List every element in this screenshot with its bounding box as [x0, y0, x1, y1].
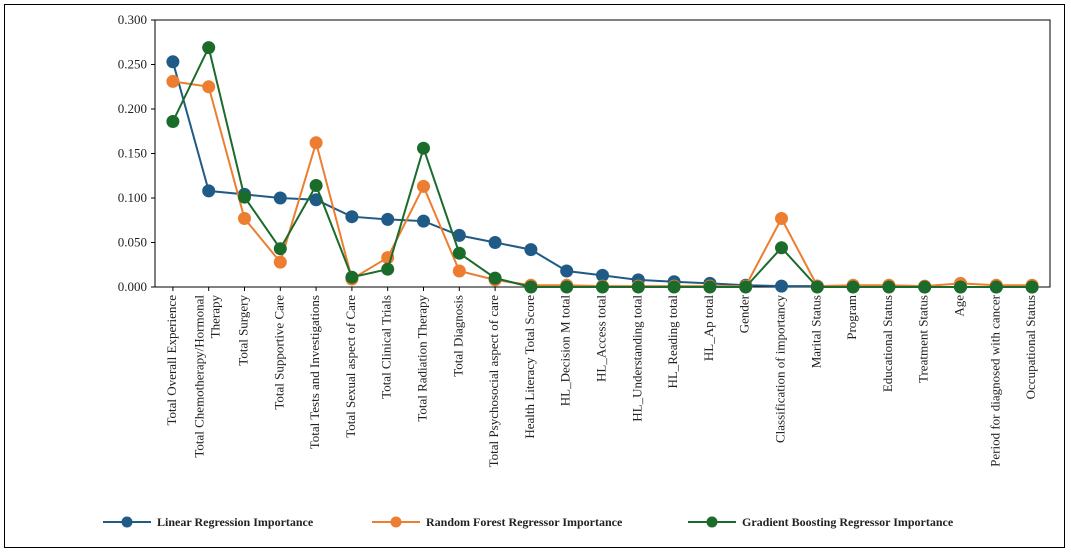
data-point	[989, 280, 1003, 294]
data-point	[273, 255, 287, 269]
x-tick-label: Total Tests and Investigations	[307, 295, 322, 449]
data-point	[488, 271, 502, 285]
series-line	[172, 80, 1033, 288]
data-point	[560, 264, 574, 278]
x-tick-label: HL_Ap total	[701, 295, 716, 361]
legend-marker	[121, 516, 133, 528]
x-tick-label: Educational Status	[880, 295, 895, 392]
data-point	[381, 262, 395, 276]
data-point	[775, 279, 788, 293]
data-point	[417, 141, 430, 155]
x-tick-label: HL_Understanding total	[629, 295, 644, 422]
data-point	[273, 191, 287, 205]
x-tick-label: Health Literacy Total Score	[522, 295, 537, 439]
x-tick-label: HL_Access total	[593, 295, 608, 382]
data-point	[202, 41, 216, 55]
data-point	[238, 212, 251, 225]
data-point	[309, 136, 323, 150]
x-tick-label: Marital Status	[808, 295, 823, 368]
series-line	[171, 61, 1033, 288]
data-point	[560, 280, 574, 294]
data-point	[202, 184, 216, 198]
x-tick-label: Total Clinical Trials	[379, 295, 394, 399]
data-point	[238, 190, 251, 204]
data-point	[1025, 280, 1039, 294]
x-tick-label: Total Radiation Therapy	[414, 295, 429, 422]
data-point	[918, 280, 932, 294]
data-point	[345, 270, 359, 284]
data-point	[202, 80, 216, 94]
legend-label: Linear Regression Importance	[157, 515, 314, 529]
legend-label: Gradient Boosting Regressor Importance	[742, 515, 954, 529]
data-point	[417, 179, 430, 193]
data-point	[166, 74, 180, 88]
data-point	[775, 241, 788, 255]
y-tick-label: 0.050	[118, 235, 147, 250]
legend-marker	[706, 516, 718, 528]
data-point	[846, 280, 860, 294]
data-point	[166, 115, 180, 128]
x-tick-label: Total Diagnosis	[450, 295, 465, 377]
data-point	[524, 280, 538, 294]
legend-item: Linear Regression Importance	[103, 515, 314, 529]
series-3	[166, 41, 1039, 294]
y-tick-label: 0.250	[118, 57, 147, 72]
series-line	[172, 44, 1033, 288]
data-point	[452, 264, 466, 278]
x-tick-label: Gender	[737, 294, 752, 333]
data-point	[345, 210, 359, 224]
data-point	[309, 179, 323, 192]
x-tick-label: HL_Decision M total	[558, 295, 573, 407]
x-tick-label: Therapy	[208, 295, 223, 339]
data-point	[631, 280, 645, 294]
x-tick-label: Total Overall Experience	[164, 295, 179, 426]
x-tick-label: Classification of importancy	[772, 295, 787, 444]
x-tick-label: Age	[951, 295, 966, 317]
y-tick-label: 0.200	[118, 101, 147, 116]
data-point	[596, 280, 609, 294]
data-point	[810, 280, 824, 294]
legend-label: Random Forest Regressor Importance	[426, 515, 623, 529]
y-tick-label: 0.150	[118, 146, 147, 161]
x-tick-label: Total Chemotherapy/Hormonal	[192, 295, 207, 458]
data-point	[273, 242, 287, 256]
y-tick-label: 0.000	[118, 279, 147, 294]
data-point	[667, 280, 681, 294]
data-point	[166, 55, 180, 69]
data-point	[524, 243, 538, 257]
legend-item: Random Forest Regressor Importance	[372, 515, 623, 529]
x-tick-label: Total Supportive Care	[271, 295, 286, 410]
x-tick-label: Total Sexual aspect of Care	[343, 295, 358, 438]
data-point	[488, 236, 502, 249]
x-tick-label: HL_Reading total	[665, 295, 680, 389]
x-tick-label: Total Psychosocial aspect of care	[486, 295, 501, 468]
data-point	[417, 214, 430, 228]
legend-marker	[390, 516, 402, 528]
chart-frame	[4, 4, 1065, 548]
series-2	[166, 74, 1039, 293]
x-tick-label: Total Surgery	[235, 295, 250, 366]
y-tick-label: 0.300	[118, 12, 147, 27]
x-tick-label: Period for diagnosed with cancer	[987, 294, 1002, 467]
data-point	[703, 280, 717, 294]
data-point	[739, 280, 753, 294]
plot-area	[154, 19, 1051, 288]
data-point	[596, 268, 609, 282]
data-point	[381, 212, 395, 226]
y-tick-label: 0.100	[118, 190, 147, 205]
data-point	[452, 246, 466, 260]
legend-item: Gradient Boosting Regressor Importance	[688, 515, 954, 529]
data-point	[882, 280, 896, 294]
series-1	[166, 55, 1039, 294]
data-point	[954, 280, 967, 294]
x-tick-label: Occupational Status	[1023, 295, 1038, 399]
x-tick-label: Treatment Status	[916, 295, 931, 383]
data-point	[452, 228, 466, 242]
data-point	[775, 212, 788, 225]
x-tick-label: Program	[844, 295, 859, 340]
